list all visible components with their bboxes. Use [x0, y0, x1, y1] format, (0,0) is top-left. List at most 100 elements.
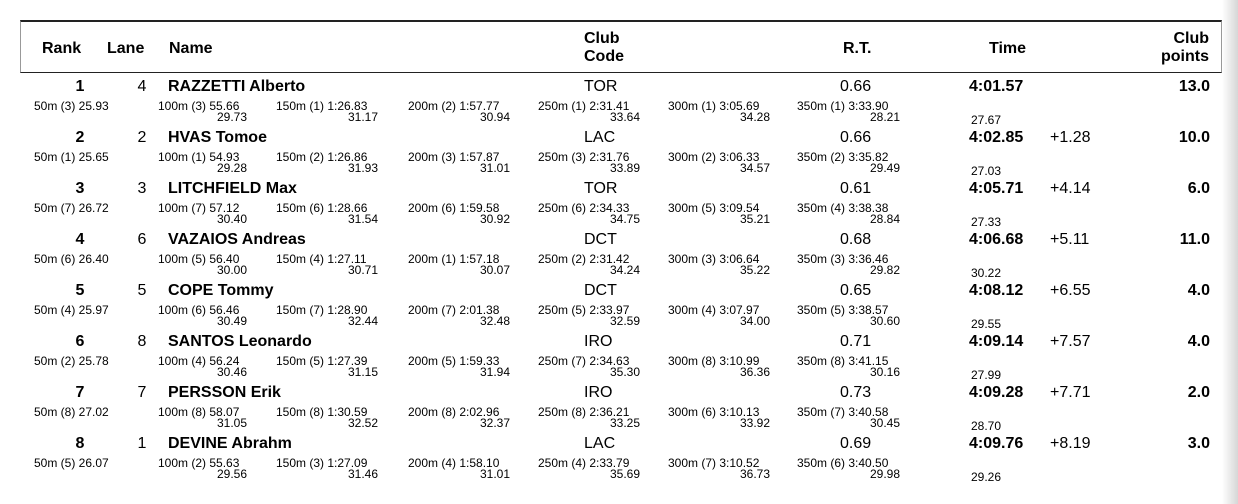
- swimmer-name: PERSSON Erik: [168, 384, 281, 401]
- club-points: 6.0: [1187, 180, 1210, 197]
- result-row: 5 5 COPE Tommy DCT 0.65 4:08.12 +6.55 4.0 50m (4…: [0, 281, 1238, 332]
- result-row: 1 4 RAZZETTI Alberto TOR 0.66 4:01.57 13.0 50m …: [0, 77, 1238, 128]
- lane-cell: 1: [137, 435, 147, 452]
- last-split-interval: 30.22: [971, 266, 1002, 280]
- time-behind: +1.28: [1050, 129, 1091, 146]
- split-interval: 29.49: [869, 161, 900, 175]
- split-interval: 34.00: [739, 314, 770, 328]
- split-interval: 30.94: [479, 110, 510, 124]
- split-time: 250m (3) 2:31.76: [538, 150, 630, 164]
- split-interval: 33.92: [739, 416, 770, 430]
- split-time: 100m (4) 56.24: [158, 354, 240, 368]
- split-time: 200m (2) 1:57.77: [408, 99, 500, 113]
- last-split-interval: 27.67: [971, 113, 1002, 127]
- split-interval: 34.75: [609, 212, 640, 226]
- final-time: 4:06.68: [969, 231, 1024, 248]
- split-interval: 31.54: [347, 212, 378, 226]
- split-time: 250m (2) 2:31.42: [538, 252, 630, 266]
- split-interval: 34.24: [609, 263, 640, 277]
- points-column-header-line1: Club: [1173, 30, 1209, 47]
- split-time: 100m (2) 55.63: [158, 456, 240, 470]
- club-points: 3.0: [1187, 435, 1210, 452]
- last-split-interval: 27.03: [971, 164, 1002, 178]
- page-edge-shadow: [1222, 0, 1238, 504]
- split-time: 300m (2) 3:06.33: [668, 150, 760, 164]
- club-points: 10.0: [1178, 129, 1210, 146]
- split-interval: 32.44: [347, 314, 378, 328]
- split-time: 300m (5) 3:09.54: [668, 201, 760, 215]
- split-time: 250m (8) 2:36.21: [538, 405, 630, 419]
- rank-cell: 7: [75, 384, 85, 401]
- rank-column-header: Rank: [42, 40, 82, 57]
- split-interval: 30.71: [347, 263, 378, 277]
- final-time: 4:02.85: [969, 129, 1024, 146]
- result-row: 7 7 PERSSON Erik IRO 0.73 4:09.28 +7.71 2.0 50m …: [0, 383, 1238, 434]
- name-column-header: Name: [169, 40, 213, 57]
- final-time: 4:09.14: [969, 333, 1024, 350]
- split-interval: 30.92: [479, 212, 510, 226]
- split-time: 100m (8) 58.07: [158, 405, 240, 419]
- split-interval: 30.40: [216, 212, 247, 226]
- reaction-time: 0.61: [840, 180, 872, 197]
- split-interval: 31.17: [347, 110, 378, 124]
- split-interval: 29.73: [216, 110, 247, 124]
- split-time: 250m (1) 2:31.41: [538, 99, 630, 113]
- swimmer-name: HVAS Tomoe: [168, 129, 267, 146]
- lane-cell: 3: [137, 180, 147, 197]
- club-points: 4.0: [1187, 282, 1210, 299]
- split-interval: 31.01: [479, 161, 510, 175]
- split-time: 50m (7) 26.72: [34, 201, 109, 215]
- split-interval: 28.21: [869, 110, 900, 124]
- result-row: 2 2 HVAS Tomoe LAC 0.66 4:02.85 +1.28 10.0 50m (…: [0, 128, 1238, 179]
- split-interval: 34.28: [739, 110, 770, 124]
- rank-cell: 6: [75, 333, 85, 350]
- time-behind: +8.19: [1050, 435, 1091, 452]
- split-time: 350m (2) 3:35.82: [797, 150, 889, 164]
- lane-cell: 8: [137, 333, 147, 350]
- split-interval: 30.16: [869, 365, 900, 379]
- split-interval: 31.01: [479, 467, 510, 481]
- final-time: 4:05.71: [969, 180, 1024, 197]
- split-interval: 31.46: [347, 467, 378, 481]
- results-table-header: Rank Lane Name Club Code R.T. Time Club …: [20, 20, 1222, 73]
- split-time: 250m (5) 2:33.97: [538, 303, 630, 317]
- split-time: 200m (5) 1:59.33: [408, 354, 500, 368]
- club-code: LAC: [584, 129, 616, 146]
- club-code: IRO: [584, 384, 613, 401]
- time-behind: +6.55: [1050, 282, 1091, 299]
- lane-cell: 2: [137, 129, 147, 146]
- split-time: 350m (7) 3:40.58: [797, 405, 889, 419]
- final-time: 4:08.12: [969, 282, 1024, 299]
- split-interval: 29.82: [869, 263, 900, 277]
- split-time: 350m (3) 3:36.46: [797, 252, 889, 266]
- split-interval: 28.84: [869, 212, 900, 226]
- split-time: 150m (1) 1:26.83: [276, 99, 368, 113]
- rank-cell: 8: [75, 435, 85, 452]
- club-column-header-line2: Code: [584, 48, 624, 65]
- last-split-interval: 28.70: [971, 419, 1002, 433]
- last-split-interval: 29.26: [971, 470, 1002, 484]
- club-points: 2.0: [1187, 384, 1210, 401]
- split-interval: 33.64: [609, 110, 640, 124]
- split-time: 50m (4) 25.97: [34, 303, 109, 317]
- club-code: DCT: [584, 231, 617, 248]
- rank-cell: 5: [75, 282, 85, 299]
- club-points: 4.0: [1187, 333, 1210, 350]
- swimmer-name: DEVINE Abrahm: [168, 435, 292, 452]
- split-time: 200m (8) 2:02.96: [408, 405, 500, 419]
- split-interval: 31.05: [216, 416, 247, 430]
- split-time: 200m (4) 1:58.10: [408, 456, 500, 470]
- split-interval: 35.69: [609, 467, 640, 481]
- result-row: 6 8 SANTOS Leonardo IRO 0.71 4:09.14 +7.57 4.0 5…: [0, 332, 1238, 383]
- split-interval: 31.94: [479, 365, 510, 379]
- reaction-time: 0.65: [840, 282, 872, 299]
- split-time: 50m (8) 27.02: [34, 405, 109, 419]
- rank-cell: 3: [75, 180, 85, 197]
- split-interval: 31.93: [347, 161, 378, 175]
- split-interval: 35.22: [739, 263, 770, 277]
- split-time: 250m (4) 2:33.79: [538, 456, 630, 470]
- split-time: 50m (2) 25.78: [34, 354, 109, 368]
- split-interval: 32.52: [347, 416, 378, 430]
- reaction-time: 0.73: [840, 384, 872, 401]
- lane-cell: 5: [137, 282, 147, 299]
